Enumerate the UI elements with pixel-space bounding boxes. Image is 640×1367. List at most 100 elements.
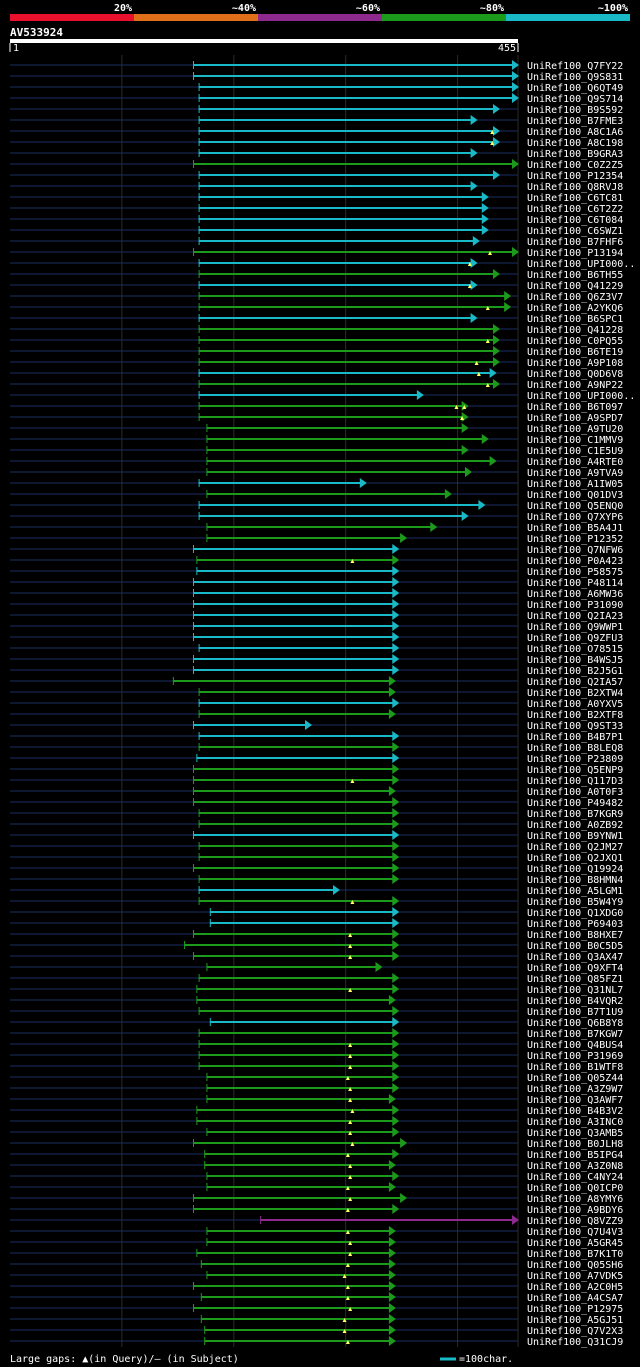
hit-label: UniRef100_A5GJ51 — [527, 1315, 623, 1326]
hit-row: UniRef100_C6T2Z2 — [10, 203, 623, 215]
hit-label: UniRef100_B6T097 — [527, 402, 623, 413]
gap-marker — [348, 1065, 353, 1069]
hit-arrowhead — [392, 808, 400, 818]
hit-row: UniRef100_B2XTF8 — [10, 709, 623, 721]
hit-arrowhead — [388, 995, 396, 1005]
hit-label: UniRef100_A8YMY6 — [527, 1194, 623, 1205]
hit-label: UniRef100_Q0ICP0 — [527, 1183, 623, 1194]
hit-label: UniRef100_A9P108 — [527, 358, 623, 369]
hit-rows: UniRef100_Q7FY22UniRef100_Q9S831UniRef10… — [10, 60, 635, 1348]
hit-label: UniRef100_A2YKQ6 — [527, 303, 623, 314]
hit-row: UniRef100_Q41228 — [10, 324, 623, 336]
hit-row: UniRef100_Q5ENQ0 — [10, 500, 623, 512]
hit-row: UniRef100_Q6Z3V7 — [10, 291, 623, 303]
gap-marker — [474, 361, 479, 365]
hit-row: UniRef100_B8HXE7 — [10, 929, 623, 941]
hit-row: UniRef100_Q3AWF7 — [10, 1094, 623, 1106]
hit-arrowhead — [392, 1171, 400, 1181]
hit-arrowhead — [470, 148, 478, 158]
hit-row: UniRef100_P49482 — [10, 797, 623, 809]
hit-label: UniRef100_Q4BUS4 — [527, 1040, 623, 1051]
gap-marker — [345, 1153, 350, 1157]
gap-marker — [488, 251, 493, 255]
hit-label: UniRef100_A8C198 — [527, 138, 623, 149]
hit-arrowhead — [461, 511, 469, 521]
gap-marker — [348, 1120, 353, 1124]
hit-label: UniRef100_Q41228 — [527, 325, 623, 336]
hit-label: UniRef100_Q9WWP1 — [527, 622, 623, 633]
hit-label: UniRef100_B7T1U9 — [527, 1007, 623, 1018]
legend-label: ~80% — [480, 3, 504, 14]
hit-row: UniRef100_B5A4J1 — [10, 522, 623, 534]
hit-label: UniRef100_B1WTF8 — [527, 1062, 623, 1073]
hit-arrowhead — [492, 346, 500, 356]
hit-arrowhead — [392, 896, 400, 906]
legend-swatch — [506, 14, 630, 21]
hit-arrowhead — [481, 203, 489, 213]
hit-row: UniRef100_A3Z9W7 — [10, 1083, 623, 1095]
hit-arrowhead — [388, 1336, 396, 1346]
hit-arrowhead — [392, 1039, 400, 1049]
hit-arrowhead — [478, 500, 486, 510]
gap-marker — [345, 1285, 350, 1289]
hit-row: UniRef100_C4NY24 — [10, 1171, 623, 1183]
hit-row: UniRef100_Q8RVJ8 — [10, 181, 623, 193]
hit-row: UniRef100_A5GR45 — [10, 1237, 623, 1249]
hit-row: UniRef100_C6TC81 — [10, 192, 623, 204]
hit-row: UniRef100_B4VQR2 — [10, 995, 623, 1007]
hit-arrowhead — [392, 863, 400, 873]
hit-label: UniRef100_A9BDY6 — [527, 1205, 623, 1216]
hit-arrowhead — [392, 918, 400, 928]
hit-arrowhead — [489, 368, 497, 378]
hit-label: UniRef100_B7FHF6 — [527, 237, 623, 248]
hit-arrowhead — [470, 181, 478, 191]
gap-marker — [348, 1131, 353, 1135]
hit-label: UniRef100_P13194 — [527, 248, 623, 259]
hit-label: UniRef100_B5W4Y9 — [527, 897, 623, 908]
hit-row: UniRef100_A8C1A6 — [10, 126, 623, 138]
hit-label: UniRef100_B7K1T0 — [527, 1249, 623, 1260]
hit-label: UniRef100_P48114 — [527, 578, 623, 589]
hit-row: UniRef100_A9TVA9 — [10, 467, 623, 479]
hit-label: UniRef100_B4WSJ5 — [527, 655, 623, 666]
hit-arrowhead — [481, 214, 489, 224]
hit-row: UniRef100_Q7XYP6 — [10, 511, 623, 523]
gap-marker — [348, 1054, 353, 1058]
hit-label: UniRef100_Q6Z3V7 — [527, 292, 623, 303]
hit-label: UniRef100_A6MW36 — [527, 589, 623, 600]
hit-row: UniRef100_Q19924 — [10, 863, 623, 875]
hit-label: UniRef100_B0JLH8 — [527, 1139, 623, 1150]
hit-label: UniRef100_Q05SH6 — [527, 1260, 623, 1271]
hit-row: UniRef100_B6T097 — [10, 401, 623, 413]
hit-row: UniRef100_Q3AMB5 — [10, 1127, 623, 1139]
hit-row: UniRef100_Q0D6V8 — [10, 368, 623, 380]
hit-arrowhead — [512, 82, 519, 92]
hit-row: UniRef100_B5IPG4 — [10, 1149, 623, 1161]
hit-label: UniRef100_Q7FY22 — [527, 61, 623, 72]
hit-arrowhead — [492, 104, 500, 114]
hit-row: UniRef100_Q9ST33 — [10, 720, 623, 732]
gap-marker — [348, 1164, 353, 1168]
hit-arrowhead — [388, 1160, 396, 1170]
hit-label: UniRef100_C6SWZ1 — [527, 226, 623, 237]
hit-row: UniRef100_C0Z2Z5 — [10, 159, 623, 171]
hit-arrowhead — [392, 797, 400, 807]
hit-label: UniRef100_B7KGR9 — [527, 809, 623, 820]
hit-arrowhead — [388, 1182, 396, 1192]
hit-arrowhead — [392, 874, 400, 884]
hit-row: UniRef100_B4B7P1 — [10, 731, 623, 743]
hit-arrowhead — [489, 456, 497, 466]
hit-label: UniRef100_A5LGM1 — [527, 886, 623, 897]
hit-label: UniRef100_A9TVA9 — [527, 468, 623, 479]
hit-label: UniRef100_Q1XDG0 — [527, 908, 623, 919]
hit-label: UniRef100_P12354 — [527, 171, 623, 182]
hit-label: UniRef100_A4CSA7 — [527, 1293, 623, 1304]
hit-row: UniRef100_A5GJ51 — [10, 1314, 623, 1326]
gap-marker — [476, 372, 481, 376]
hit-arrowhead — [492, 335, 500, 345]
hit-label: UniRef100_C6TC81 — [527, 193, 623, 204]
hit-row: UniRef100_Q7V2X3 — [10, 1325, 623, 1337]
hit-label: UniRef100_Q3AMB5 — [527, 1128, 623, 1139]
hit-row: UniRef100_B7KGW7 — [10, 1028, 623, 1040]
hit-row: UniRef100_Q6B8Y8 — [10, 1017, 623, 1029]
